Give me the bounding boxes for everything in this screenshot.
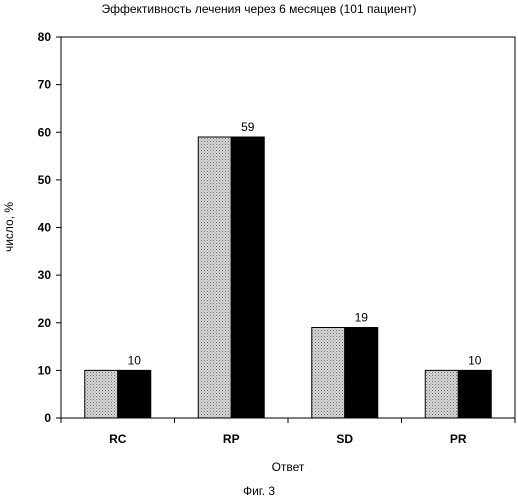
bar-pr-series-1 xyxy=(425,370,458,418)
data-label: 10 xyxy=(468,353,482,367)
x-axis: RC RP SD PR xyxy=(61,418,515,446)
y-tick-label: 80 xyxy=(38,30,52,44)
x-tick-label: SD xyxy=(336,432,353,446)
y-tick-label: 70 xyxy=(38,78,52,92)
y-tick-label: 50 xyxy=(38,173,52,187)
bar-rp-series-2 xyxy=(231,137,264,418)
figure-caption: Фиг. 3 xyxy=(0,484,518,498)
y-tick-label: 40 xyxy=(38,221,52,235)
y-tick-label: 20 xyxy=(38,316,52,330)
y-tick-label: 10 xyxy=(38,363,52,377)
y-axis: 0 10 20 30 40 50 60 70 80 xyxy=(38,30,61,425)
bar-sd-series-1 xyxy=(312,328,345,418)
bar-rc-series-1 xyxy=(85,370,118,418)
y-tick-label: 60 xyxy=(38,125,52,139)
y-tick-label: 30 xyxy=(38,268,52,282)
x-tick-label: PR xyxy=(450,432,467,446)
bar-sd-series-2 xyxy=(345,328,378,418)
x-axis-title: Ответ xyxy=(272,460,305,474)
y-tick-label: 0 xyxy=(44,411,51,425)
bar-pr-series-2 xyxy=(458,370,491,418)
bar-rp-series-1 xyxy=(198,137,231,418)
y-axis-title: число, % xyxy=(2,202,16,252)
data-label: 19 xyxy=(355,311,369,325)
data-label: 59 xyxy=(241,120,255,134)
chart-title: Эффективность лечения через 6 месяцев (1… xyxy=(0,0,518,18)
bar-rc-series-2 xyxy=(118,370,151,418)
x-tick-label: RP xyxy=(223,432,240,446)
data-label: 10 xyxy=(128,353,142,367)
x-tick-label: RC xyxy=(109,432,127,446)
